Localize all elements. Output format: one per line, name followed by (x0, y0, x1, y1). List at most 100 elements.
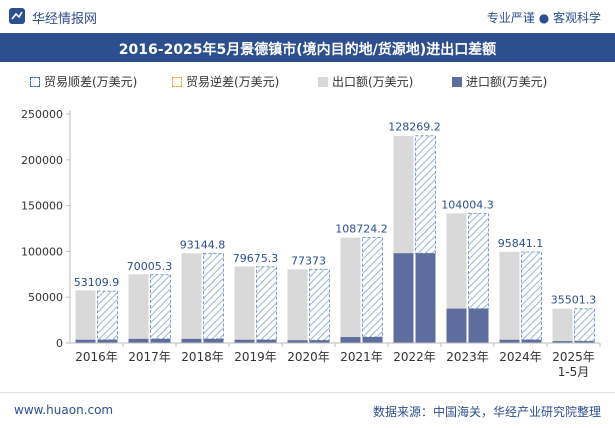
x-tick-label-line: 2025年 (552, 350, 595, 364)
export-bar (234, 266, 255, 343)
footer: www.huaon.com 数据来源：中国海关，华经产业研究院整理 (0, 392, 615, 428)
import-bar (499, 339, 520, 343)
x-tick-label: 2017年 (128, 350, 171, 364)
import-bar (287, 340, 308, 343)
surplus-bar (309, 268, 330, 341)
surplus-bar (468, 212, 489, 310)
chart-title: 2016-2025年5月景德镇市(境内目的地/货源地)进出口差额 (118, 42, 497, 58)
import-bar (393, 253, 414, 343)
x-tick-label-line: 2018年 (181, 350, 224, 364)
surplus-bar (521, 251, 542, 341)
import-bar (181, 338, 202, 343)
surplus-import-base (362, 337, 383, 343)
surplus-bar (203, 253, 224, 340)
legend-import: 进口额(万美元) (452, 73, 547, 90)
x-tick-label-line: 2023年 (446, 350, 489, 364)
import-bar (340, 337, 361, 343)
top-bar: 华经情报网 专业严谨 ● 客观科学 (0, 0, 615, 32)
x-tick-label: 2024年 (499, 350, 542, 364)
x-tick-label: 2018年 (181, 350, 224, 364)
legend: 贸易顺差(万美元) 贸易逆差(万美元) 出口额(万美元) 进口额(万美元) (0, 73, 615, 93)
surplus-bar (415, 135, 436, 254)
surplus-data-label: 70005.3 (127, 260, 173, 273)
surplus-data-label: 108724.2 (335, 222, 388, 235)
x-tick-label-line: 2019年 (234, 350, 277, 364)
import-bar (446, 308, 467, 343)
legend-surplus-label: 贸易顺差(万美元) (44, 75, 138, 89)
y-tick-label: 100000 (21, 245, 63, 258)
x-axis: 2016年 2017年 2018年 2019年 2020年 2021年 2022年 2023年… (70, 342, 601, 379)
x-tick-label: 2022年 (393, 350, 436, 364)
deficit-swatch-icon (172, 77, 182, 87)
x-tick-label-line: 2017年 (128, 350, 171, 364)
surplus-data-label: 95841.1 (498, 237, 544, 250)
surplus-import-base (97, 339, 118, 343)
import-bar (234, 339, 255, 343)
export-swatch-icon (318, 77, 328, 87)
import-swatch-icon (452, 77, 462, 87)
surplus-data-label: 35501.3 (551, 294, 597, 307)
surplus-import-base (574, 341, 595, 343)
legend-import-label: 进口额(万美元) (466, 75, 548, 89)
tagline: 专业严谨 ● 客观科学 (486, 11, 601, 25)
x-tick-label: 2016年 (75, 350, 118, 364)
surplus-data-label: 53109.9 (74, 276, 120, 289)
y-tick-label: 200000 (21, 154, 63, 167)
surplus-data-label: 93144.8 (180, 239, 226, 252)
surplus-data-label: 79675.3 (233, 252, 279, 265)
surplus-import-base (256, 339, 277, 343)
data-source: 数据来源：中国海关，华经产业研究院整理 (372, 405, 601, 419)
bar-chart: 0 50000 100000 150000 200000 250000 53109.9 70… (21, 108, 601, 379)
surplus-import-base (521, 339, 542, 343)
logo-icon (9, 8, 25, 24)
import-bar (75, 339, 96, 343)
y-tick-label: 150000 (21, 200, 63, 213)
title-bar: 2016-2025年5月景德镇市(境内目的地/货源地)进出口差额 (0, 33, 615, 62)
bars: 53109.9 70005.3 93144.8 79675.3 77373 108724.… (74, 121, 597, 343)
surplus-data-label: 104004.3 (441, 198, 494, 211)
x-tick-label: 2019年 (234, 350, 277, 364)
legend-surplus: 贸易顺差(万美元) (30, 73, 137, 90)
y-axis: 0 50000 100000 150000 200000 250000 (21, 108, 71, 350)
export-bar (499, 251, 520, 343)
legend-deficit: 贸易逆差(万美元) (172, 73, 279, 90)
x-tick-label: 2021年 (340, 350, 383, 364)
surplus-bar (362, 236, 383, 338)
surplus-swatch-icon (30, 77, 40, 87)
surplus-import-base (150, 338, 171, 343)
x-tick-label-line: 2024年 (499, 350, 542, 364)
x-tick-label-line: 2022年 (393, 350, 436, 364)
surplus-import-base (415, 253, 436, 343)
x-tick-label: 2025年 1-5月 (552, 350, 595, 379)
surplus-data-label: 128269.2 (388, 121, 441, 134)
export-bar (552, 308, 573, 343)
surplus-bar (97, 290, 118, 341)
surplus-bar (150, 274, 171, 340)
x-tick-label-line: 2016年 (75, 350, 118, 364)
y-tick-label: 250000 (21, 108, 63, 121)
import-bar (128, 338, 149, 343)
surplus-data-label: 77373 (291, 254, 326, 267)
y-tick-label: 50000 (28, 291, 63, 304)
brand-name[interactable]: 华经情报网 (32, 12, 98, 27)
legend-export: 出口额(万美元) (318, 73, 413, 90)
surplus-import-base (468, 308, 489, 343)
site-link[interactable]: www.huaon.com (14, 403, 114, 417)
x-tick-label-line: 2021年 (340, 350, 383, 364)
export-bar (287, 269, 308, 343)
x-tick-label: 2020年 (287, 350, 330, 364)
x-tick-label-line: 1-5月 (558, 365, 590, 379)
export-bar (128, 274, 149, 343)
export-bar (75, 290, 96, 343)
surplus-import-base (309, 340, 330, 343)
x-tick-label: 2023年 (446, 350, 489, 364)
surplus-bar (256, 266, 277, 341)
export-bar (181, 253, 202, 343)
y-tick-label: 0 (56, 337, 63, 350)
export-bar (340, 237, 361, 343)
surplus-bar (574, 308, 595, 342)
legend-deficit-label: 贸易逆差(万美元) (186, 75, 280, 89)
import-bar (552, 341, 573, 343)
x-tick-label-line: 2020年 (287, 350, 330, 364)
legend-export-label: 出口额(万美元) (332, 75, 414, 89)
